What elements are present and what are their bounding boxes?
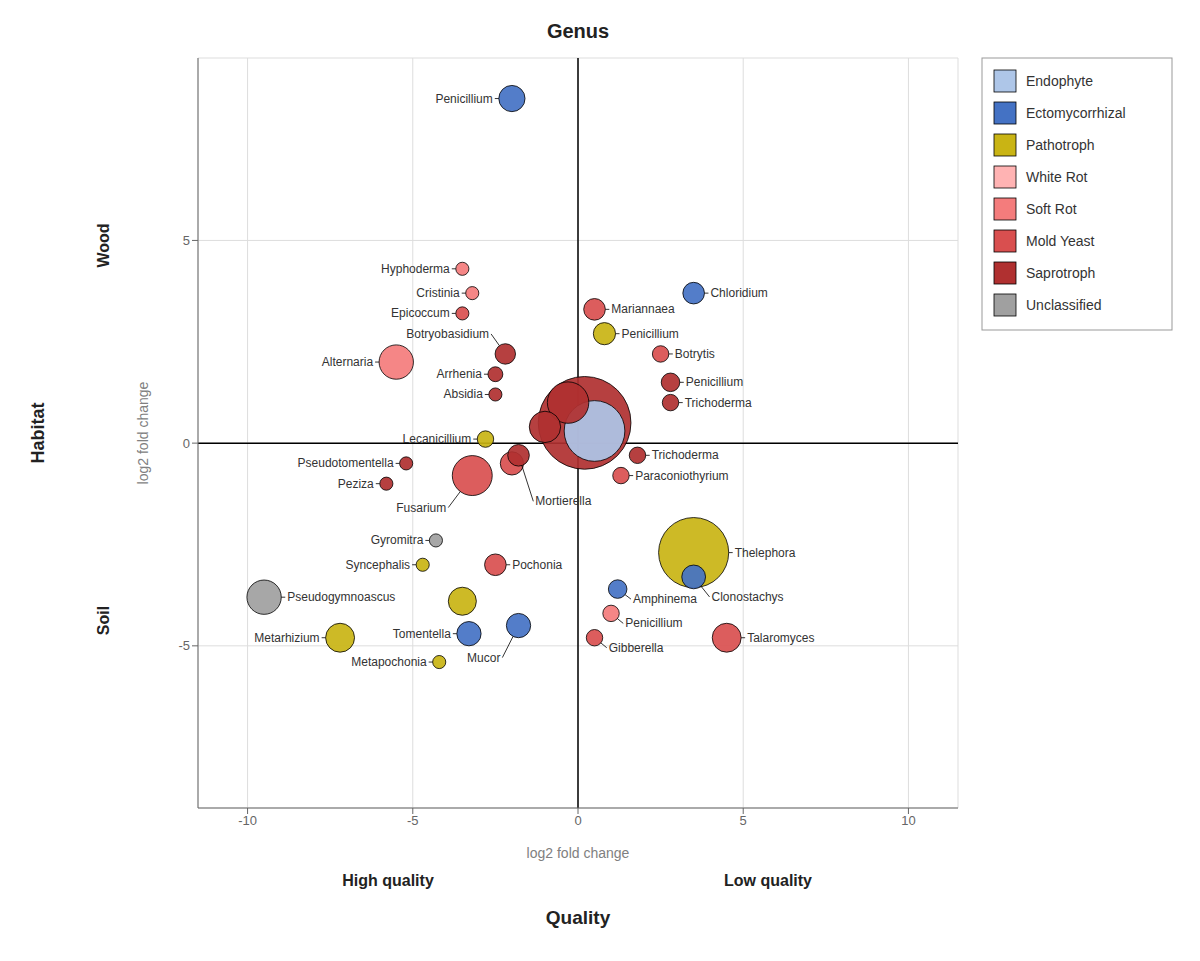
svg-text:Cristinia: Cristinia (416, 286, 460, 300)
svg-text:Quality: Quality (546, 907, 611, 928)
svg-text:Arrhenia: Arrhenia (437, 367, 483, 381)
svg-text:log2 fold change: log2 fold change (135, 381, 151, 484)
svg-text:Genus: Genus (547, 20, 609, 42)
svg-text:10: 10 (901, 813, 915, 828)
svg-text:Penicillium: Penicillium (625, 616, 682, 630)
svg-text:Low quality: Low quality (724, 872, 812, 889)
svg-text:Mucor: Mucor (467, 651, 500, 665)
svg-text:Absidia: Absidia (443, 387, 483, 401)
svg-text:Pathotroph: Pathotroph (1026, 137, 1095, 153)
svg-text:Amphinema: Amphinema (633, 592, 697, 606)
svg-text:0: 0 (574, 813, 581, 828)
svg-text:Syncephalis: Syncephalis (345, 558, 410, 572)
svg-text:Tomentella: Tomentella (393, 627, 451, 641)
svg-text:Gibberella: Gibberella (609, 641, 664, 655)
svg-text:Unclassified: Unclassified (1026, 297, 1101, 313)
svg-text:5: 5 (183, 233, 190, 248)
svg-text:Epicoccum: Epicoccum (391, 306, 450, 320)
svg-text:Endophyte: Endophyte (1026, 73, 1093, 89)
svg-text:Fusarium: Fusarium (396, 501, 446, 515)
svg-text:Hyphoderma: Hyphoderma (381, 262, 450, 276)
svg-text:Trichoderma: Trichoderma (652, 448, 719, 462)
svg-text:Mortierella: Mortierella (535, 494, 591, 508)
svg-text:0: 0 (183, 436, 190, 451)
svg-text:Pseudotomentella: Pseudotomentella (298, 456, 394, 470)
svg-text:-5: -5 (407, 813, 419, 828)
svg-text:Soil: Soil (95, 606, 112, 635)
svg-text:Metarhizium: Metarhizium (254, 631, 319, 645)
svg-text:Paraconiothyrium: Paraconiothyrium (635, 469, 728, 483)
svg-text:Botryobasidium: Botryobasidium (406, 327, 489, 341)
svg-text:Trichoderma: Trichoderma (685, 396, 752, 410)
svg-text:Ectomycorrhizal: Ectomycorrhizal (1026, 105, 1126, 121)
svg-text:Metapochonia: Metapochonia (351, 655, 427, 669)
svg-text:Mold Yeast: Mold Yeast (1026, 233, 1095, 249)
svg-text:Thelephora: Thelephora (735, 546, 796, 560)
svg-text:Peziza: Peziza (338, 477, 374, 491)
svg-text:5: 5 (740, 813, 747, 828)
svg-text:Penicillium: Penicillium (622, 327, 679, 341)
svg-text:Penicillium: Penicillium (686, 375, 743, 389)
svg-text:Pseudogymnoascus: Pseudogymnoascus (287, 590, 395, 604)
svg-text:-5: -5 (178, 638, 190, 653)
svg-text:High quality: High quality (342, 872, 434, 889)
svg-text:Penicillium: Penicillium (435, 92, 492, 106)
svg-text:Saprotroph: Saprotroph (1026, 265, 1095, 281)
svg-text:Chloridium: Chloridium (710, 286, 767, 300)
svg-text:Wood: Wood (95, 223, 112, 267)
svg-text:Gyromitra: Gyromitra (371, 533, 424, 547)
svg-text:Clonostachys: Clonostachys (712, 590, 784, 604)
svg-text:Habitat: Habitat (28, 402, 48, 463)
svg-text:White Rot: White Rot (1026, 169, 1088, 185)
svg-text:Pochonia: Pochonia (512, 558, 562, 572)
svg-text:-10: -10 (238, 813, 257, 828)
svg-text:Lecanicillium: Lecanicillium (403, 432, 472, 446)
svg-text:Soft Rot: Soft Rot (1026, 201, 1077, 217)
svg-text:Alternaria: Alternaria (322, 355, 374, 369)
svg-text:Botrytis: Botrytis (675, 347, 715, 361)
svg-text:Talaromyces: Talaromyces (747, 631, 814, 645)
svg-text:Mariannaea: Mariannaea (611, 302, 675, 316)
svg-text:log2 fold change: log2 fold change (527, 845, 630, 861)
